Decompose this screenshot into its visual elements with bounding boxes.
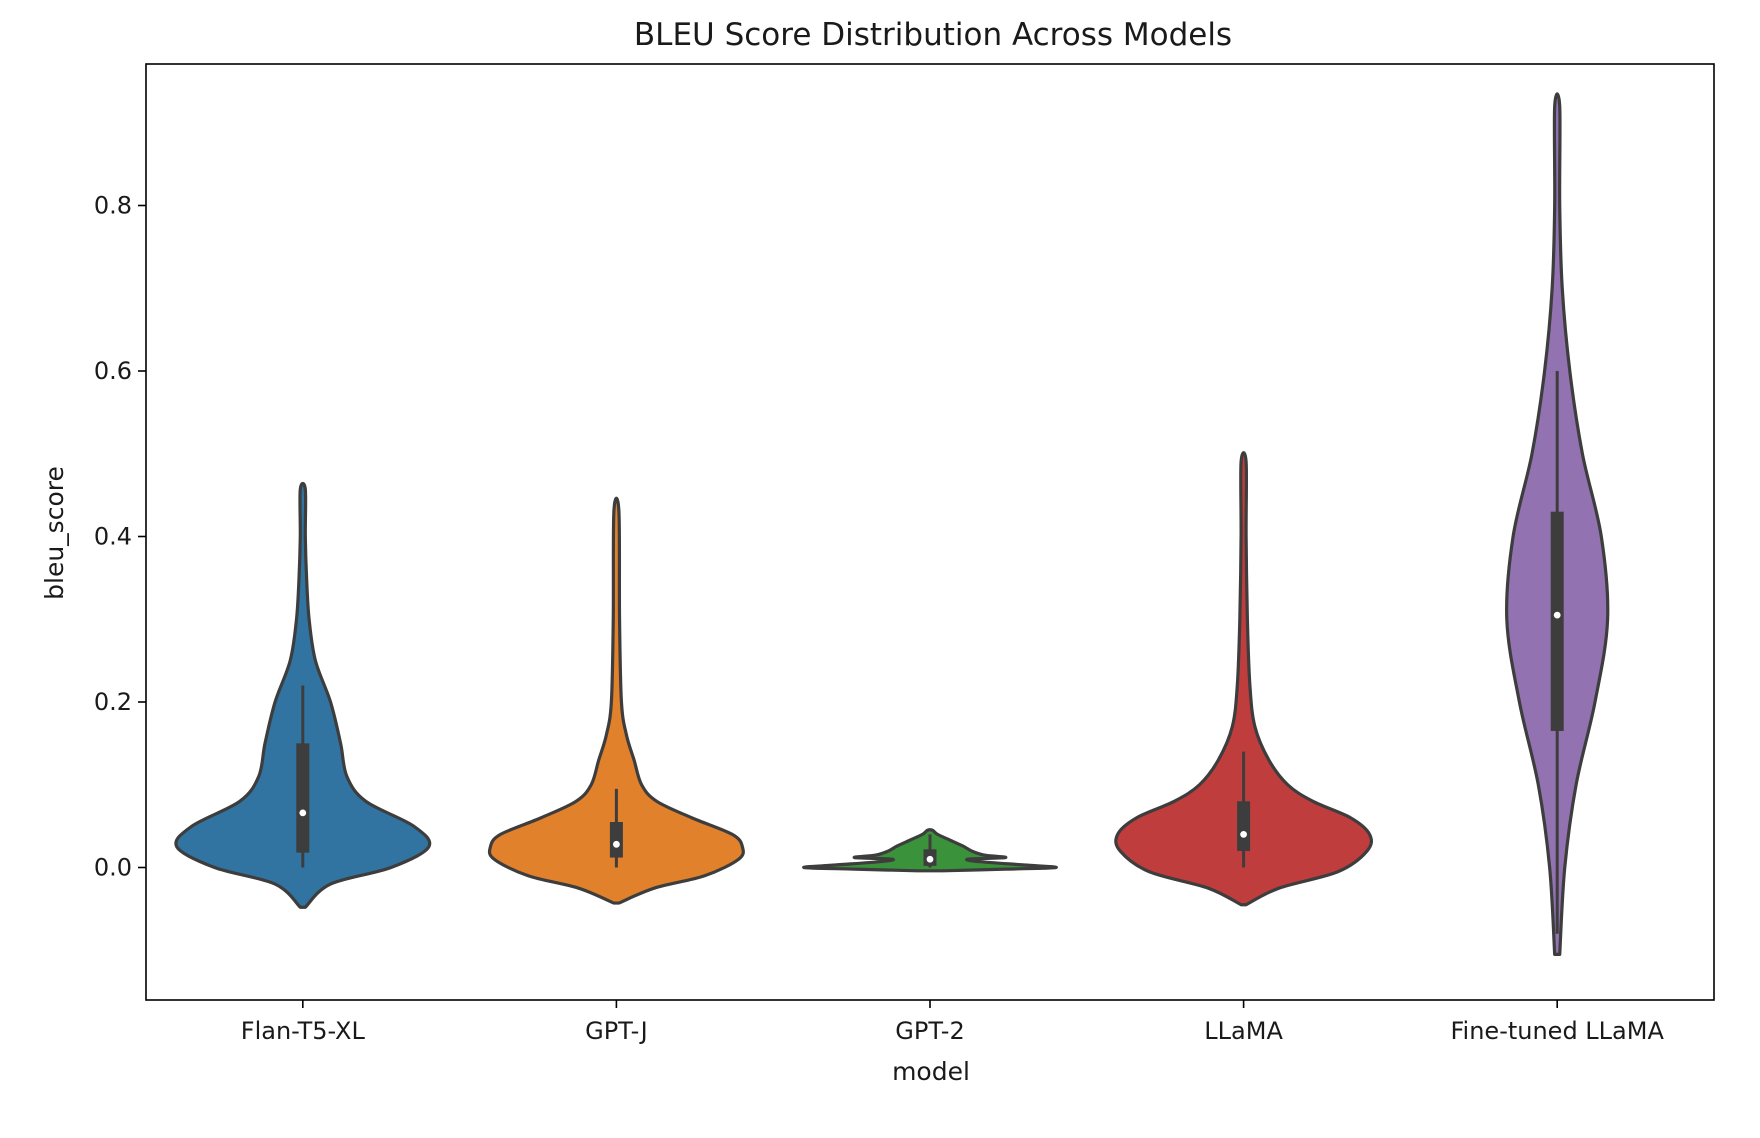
violin-body-gpt-j bbox=[487, 496, 745, 905]
violin-median-dot-llama bbox=[1240, 831, 1247, 838]
violins-group bbox=[174, 92, 1610, 956]
violin-iqr-box-gpt-j bbox=[609, 821, 623, 858]
x-axis-label: model bbox=[892, 1057, 970, 1086]
y-tick-label: 0.6 bbox=[94, 357, 132, 385]
x-tick-label: GPT-2 bbox=[895, 1017, 964, 1045]
x-tick-label: Flan-T5-XL bbox=[241, 1017, 366, 1045]
violin-gpt-2 bbox=[802, 828, 1058, 873]
x-tick-label: LLaMA bbox=[1204, 1017, 1283, 1045]
violin-iqr-box-flan-t5-xl bbox=[296, 743, 310, 853]
y-tick-label: 0.8 bbox=[94, 192, 132, 220]
x-axis-ticks: Flan-T5-XL GPT-J GPT-2 LLaMA Fine-tuned LLaM… bbox=[241, 1000, 1664, 1045]
violin-median-dot-flan-t5-xl bbox=[299, 809, 307, 817]
violin-median-dot-gpt-2 bbox=[926, 855, 934, 863]
violin-median-dot-gpt-j bbox=[613, 840, 620, 848]
violin-llama bbox=[1114, 451, 1373, 907]
x-tick-label: GPT-J bbox=[585, 1017, 648, 1045]
y-axis-label: bleu_score bbox=[40, 466, 69, 600]
violin-flan-t5-xl bbox=[174, 481, 432, 909]
violin-iqr-box-llama bbox=[1237, 801, 1251, 851]
y-tick-label: 0.2 bbox=[94, 688, 132, 716]
violin-body-llama bbox=[1114, 451, 1373, 907]
violin-fine-tuned-llama bbox=[1505, 92, 1610, 956]
violin-median-dot-fine-tuned-llama bbox=[1553, 611, 1561, 619]
y-tick-label: 0.0 bbox=[94, 854, 132, 882]
violin-gpt-j bbox=[487, 496, 745, 905]
x-tick-label: Fine-tuned LLaMA bbox=[1450, 1017, 1664, 1045]
y-axis-ticks: 0.0 0.2 0.4 0.6 0.8 bbox=[94, 192, 146, 882]
y-tick-label: 0.4 bbox=[94, 523, 132, 551]
violin-iqr-box-fine-tuned-llama bbox=[1550, 511, 1564, 731]
chart-title: BLEU Score Distribution Across Models bbox=[634, 17, 1232, 53]
